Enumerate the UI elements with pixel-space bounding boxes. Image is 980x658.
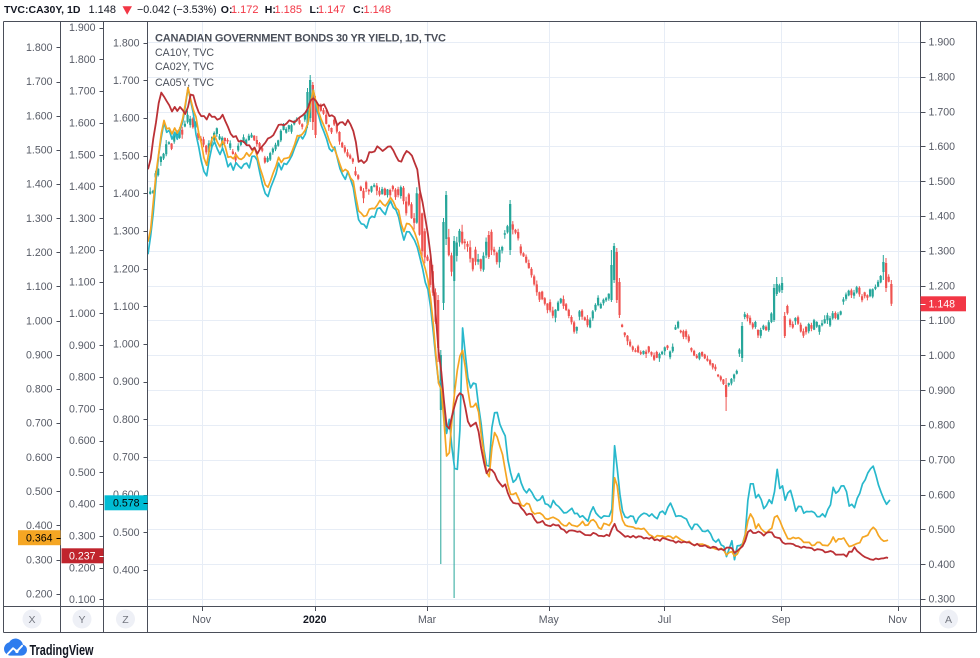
svg-text:0.600: 0.600 [26,452,53,464]
svg-text:1.300: 1.300 [929,246,956,258]
svg-text:1.000: 1.000 [113,339,140,351]
svg-text:CA02Y, TVC: CA02Y, TVC [155,61,214,73]
svg-text:1.172: 1.172 [231,4,259,16]
svg-text:0.700: 0.700 [69,403,96,415]
svg-text:1.500: 1.500 [26,145,53,157]
svg-text:0.700: 0.700 [929,455,956,467]
svg-text:H:: H: [265,4,276,16]
svg-text:Nov: Nov [192,614,212,626]
svg-text:1.600: 1.600 [26,110,53,122]
svg-text:1.400: 1.400 [69,181,96,193]
svg-text:0.900: 0.900 [929,385,956,397]
svg-text:1.700: 1.700 [26,76,53,88]
svg-text:1.100: 1.100 [929,315,956,327]
svg-text:1.000: 1.000 [69,308,96,320]
svg-text:0.200: 0.200 [26,588,53,600]
svg-text:1.800: 1.800 [929,71,956,83]
svg-text:0.364: 0.364 [26,532,53,544]
svg-text:1.700: 1.700 [69,86,96,98]
svg-text:0.900: 0.900 [26,349,53,361]
svg-text:1.800: 1.800 [69,54,96,66]
svg-text:A: A [945,614,952,626]
svg-text:1.200: 1.200 [929,280,956,292]
svg-text:CANADIAN GOVERNMENT BONDS 30 Y: CANADIAN GOVERNMENT BONDS 30 YR YIELD, 1… [155,33,446,45]
svg-text:0.237: 0.237 [69,551,96,563]
svg-text:L:: L: [310,4,320,16]
svg-text:Sep: Sep [772,614,791,626]
svg-text:1.800: 1.800 [113,37,140,49]
svg-text:0.300: 0.300 [929,594,956,606]
svg-text:1.800: 1.800 [26,42,53,54]
svg-text:2020: 2020 [303,614,327,626]
svg-text:0.300: 0.300 [26,554,53,566]
svg-text:−0.042 (−3.53%): −0.042 (−3.53%) [137,4,217,16]
svg-text:1.200: 1.200 [26,247,53,259]
svg-text:1.400: 1.400 [113,188,140,200]
svg-text:TradingView: TradingView [30,643,95,658]
svg-text:CA10Y, TVC: CA10Y, TVC [155,47,214,59]
svg-text:0.700: 0.700 [113,452,140,464]
svg-text:C:: C: [353,4,364,16]
svg-text:1.185: 1.185 [275,4,303,16]
svg-text:1.000: 1.000 [929,350,956,362]
svg-text:1.000: 1.000 [26,315,53,327]
svg-text:1.400: 1.400 [929,211,956,223]
svg-text:1.500: 1.500 [113,150,140,162]
svg-text:1.100: 1.100 [26,281,53,293]
svg-text:1.400: 1.400 [26,179,53,191]
svg-text:0.600: 0.600 [69,435,96,447]
svg-text:Y: Y [78,614,85,626]
svg-text:May: May [539,614,560,626]
svg-text:Z: Z [122,614,129,626]
svg-text:1.900: 1.900 [69,22,96,34]
svg-text:1.148: 1.148 [89,4,117,16]
svg-text:1.500: 1.500 [69,149,96,161]
svg-text:0.800: 0.800 [26,384,53,396]
svg-text:1.148: 1.148 [364,4,392,16]
svg-text:0.800: 0.800 [929,420,956,432]
svg-text:1.600: 1.600 [113,113,140,125]
svg-text:TVC:CA30Y, 1D: TVC:CA30Y, 1D [4,4,81,16]
svg-text:1.200: 1.200 [113,263,140,275]
svg-text:CA05Y, TVC: CA05Y, TVC [155,77,214,89]
svg-text:0.800: 0.800 [113,414,140,426]
svg-text:1.147: 1.147 [318,4,346,16]
svg-text:1.600: 1.600 [69,118,96,130]
svg-text:0.300: 0.300 [69,531,96,543]
svg-text:0.700: 0.700 [26,418,53,430]
svg-text:0.500: 0.500 [929,524,956,536]
svg-text:1.100: 1.100 [69,276,96,288]
svg-text:0.900: 0.900 [69,340,96,352]
svg-text:0.900: 0.900 [113,376,140,388]
svg-text:0.400: 0.400 [69,499,96,511]
svg-text:0.600: 0.600 [929,489,956,501]
svg-text:1.300: 1.300 [113,226,140,238]
svg-text:0.400: 0.400 [26,520,53,532]
svg-text:Mar: Mar [418,614,437,626]
svg-text:1.600: 1.600 [929,141,956,153]
svg-text:O:: O: [221,4,233,16]
svg-text:1.700: 1.700 [929,106,956,118]
svg-text:1.500: 1.500 [929,176,956,188]
svg-text:0.200: 0.200 [69,562,96,574]
svg-text:Nov: Nov [888,614,908,626]
svg-text:1.200: 1.200 [69,245,96,257]
svg-text:1.100: 1.100 [113,301,140,313]
svg-text:0.400: 0.400 [929,559,956,571]
svg-text:0.500: 0.500 [113,527,140,539]
svg-text:1.300: 1.300 [69,213,96,225]
svg-text:0.400: 0.400 [113,565,140,577]
svg-text:1.700: 1.700 [113,75,140,87]
svg-text:X: X [28,614,35,626]
svg-text:0.500: 0.500 [69,467,96,479]
svg-text:1.300: 1.300 [26,213,53,225]
svg-text:0.100: 0.100 [69,594,96,606]
svg-text:1.148: 1.148 [929,299,956,311]
svg-text:0.578: 0.578 [113,498,140,510]
svg-text:1.900: 1.900 [929,37,956,49]
svg-text:0.500: 0.500 [26,486,53,498]
svg-text:0.800: 0.800 [69,372,96,384]
svg-text:Jul: Jul [658,614,672,626]
